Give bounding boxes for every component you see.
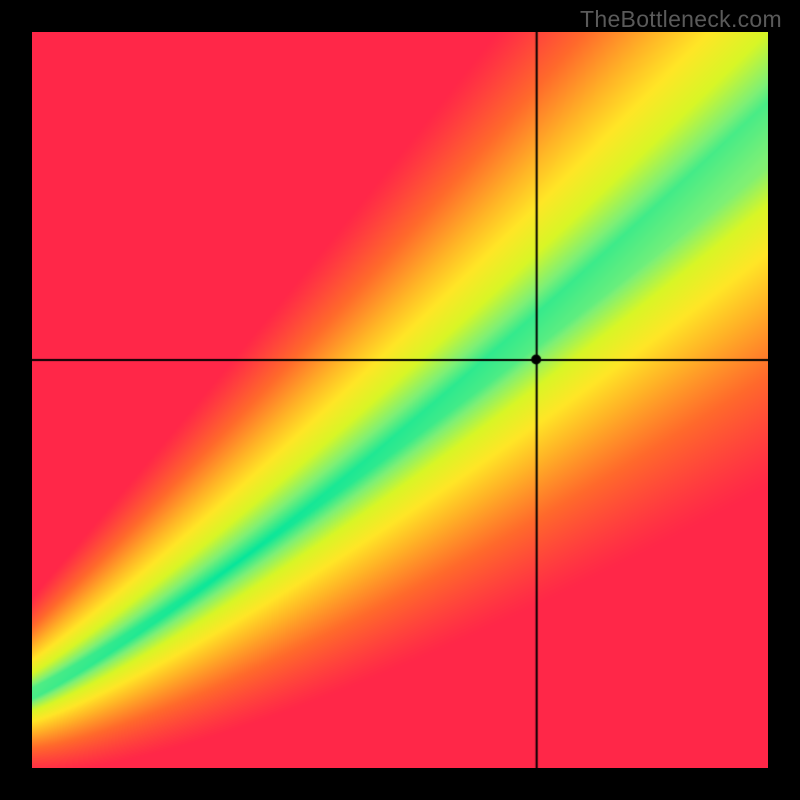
watermark-text: TheBottleneck.com <box>580 6 782 33</box>
bottleneck-heatmap <box>32 32 768 768</box>
chart-container: TheBottleneck.com <box>0 0 800 800</box>
